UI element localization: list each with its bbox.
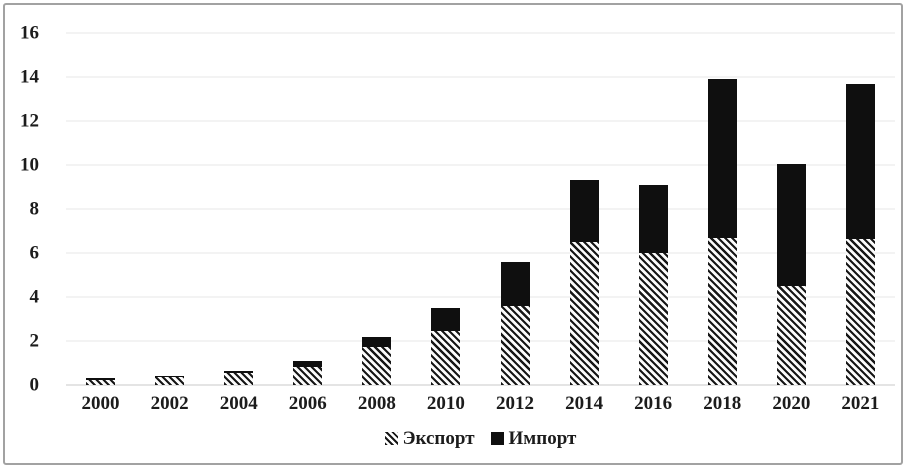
x-tick-label-2002: 2002 (150, 393, 189, 414)
bar-2008 (362, 33, 392, 385)
gridline-2 (66, 340, 895, 342)
bar-segment-export-2006 (293, 367, 323, 385)
x-tick-label-2014: 2014 (565, 393, 604, 414)
x-tick-label-2016: 2016 (634, 393, 673, 414)
bar-segment-export-2016 (638, 253, 668, 385)
chart-frame: 0 2 4 6 8 10 12 14 16 2000 2002 2004 2006 2008 2010 20… (3, 3, 903, 465)
y-axis: 0 2 4 6 8 10 12 14 16 (5, 24, 66, 395)
bar-slot-2018 (688, 33, 757, 385)
x-tick-label-2004: 2004 (219, 393, 258, 414)
bar-segment-export-2008 (362, 346, 392, 385)
legend-swatch-export (384, 432, 398, 445)
x-tick-label-2012: 2012 (496, 393, 534, 414)
gridline-6 (66, 252, 895, 254)
bar-segment-import-2010 (431, 308, 461, 332)
bar-segment-export-2000 (86, 379, 116, 385)
legend-label-import: Импорт (508, 428, 577, 449)
bar-2010 (431, 33, 461, 385)
bar-segment-import-2021 (845, 83, 875, 239)
bar-2021 (845, 33, 875, 385)
bar-segment-import-2012 (500, 261, 530, 306)
bar-slot-2010 (411, 33, 480, 385)
y-tick-label-12: 12 (20, 110, 39, 132)
bar-segment-export-2010 (431, 331, 461, 385)
bar-segment-import-2018 (707, 79, 737, 238)
bar-2000 (86, 33, 116, 385)
gridline-0 (66, 384, 895, 386)
x-axis: 2000 2002 2004 2006 2008 2010 2012 2014 2016 2018… (66, 385, 895, 415)
legend-label-export: Экспорт (402, 428, 475, 449)
x-tick-label-2000: 2000 (81, 393, 120, 414)
bar-2014 (569, 33, 599, 385)
legend-swatch-import (490, 432, 504, 445)
bar-2016 (638, 33, 668, 385)
bar-segment-import-2008 (362, 336, 392, 347)
bar-segment-import-2020 (776, 163, 806, 286)
y-tick-label-2: 2 (29, 330, 40, 352)
bar-segment-import-2004 (224, 370, 254, 373)
legend-item-import: Импорт (490, 428, 577, 449)
bar-slot-2004 (204, 33, 273, 385)
gridline-12 (66, 120, 895, 122)
x-tick-label-2021: 2021 (841, 393, 880, 414)
bar-segment-export-2012 (500, 305, 530, 385)
x-tick-label-2006: 2006 (288, 393, 327, 414)
x-tick-label-2018: 2018 (703, 393, 742, 414)
bar-2004 (224, 33, 254, 385)
y-tick-label-8: 8 (29, 198, 40, 220)
x-tick-label-2020: 2020 (772, 393, 811, 414)
bar-2006 (293, 33, 323, 385)
bar-segment-export-2002 (155, 377, 185, 385)
bar-segment-import-2002 (155, 375, 185, 378)
bar-slot-2016 (619, 33, 688, 385)
y-tick-label-4: 4 (29, 286, 40, 308)
bar-slot-2002 (135, 33, 204, 385)
gridline-8 (66, 208, 895, 210)
bar-2002 (155, 33, 185, 385)
bars-container (66, 33, 895, 385)
gridline-16 (66, 32, 895, 34)
bar-segment-export-2018 (707, 237, 737, 385)
bar-2012 (500, 33, 530, 385)
bar-segment-import-2016 (638, 184, 668, 253)
gridline-4 (66, 296, 895, 298)
bar-2020 (776, 33, 806, 385)
bar-2018 (707, 33, 737, 385)
bar-segment-export-2021 (845, 238, 875, 385)
legend-item-export: Экспорт (384, 428, 475, 449)
plot-area (66, 32, 895, 386)
x-tick-label-2010: 2010 (426, 393, 465, 414)
gridline-10 (66, 164, 895, 166)
bar-segment-export-2014 (569, 242, 599, 385)
legend: Экспорт Импорт (66, 429, 895, 448)
gridline-14 (66, 76, 895, 78)
y-tick-label-16: 16 (20, 22, 39, 44)
y-tick-label-10: 10 (20, 154, 39, 176)
bar-slot-2000 (66, 33, 135, 385)
bar-slot-2006 (273, 33, 342, 385)
y-tick-label-0: 0 (29, 374, 40, 396)
bar-slot-2008 (342, 33, 411, 385)
bar-slot-2012 (480, 33, 549, 385)
bar-segment-export-2004 (224, 372, 254, 385)
y-tick-label-6: 6 (29, 242, 40, 264)
bar-slot-2020 (757, 33, 826, 385)
bar-segment-import-2014 (569, 180, 599, 242)
bar-slot-2021 (826, 33, 895, 385)
y-tick-label-14: 14 (20, 66, 39, 88)
bar-segment-export-2020 (776, 286, 806, 385)
bar-slot-2014 (550, 33, 619, 385)
x-tick-label-2008: 2008 (357, 393, 396, 414)
bar-segment-import-2006 (293, 360, 323, 368)
bar-segment-import-2000 (86, 377, 116, 380)
